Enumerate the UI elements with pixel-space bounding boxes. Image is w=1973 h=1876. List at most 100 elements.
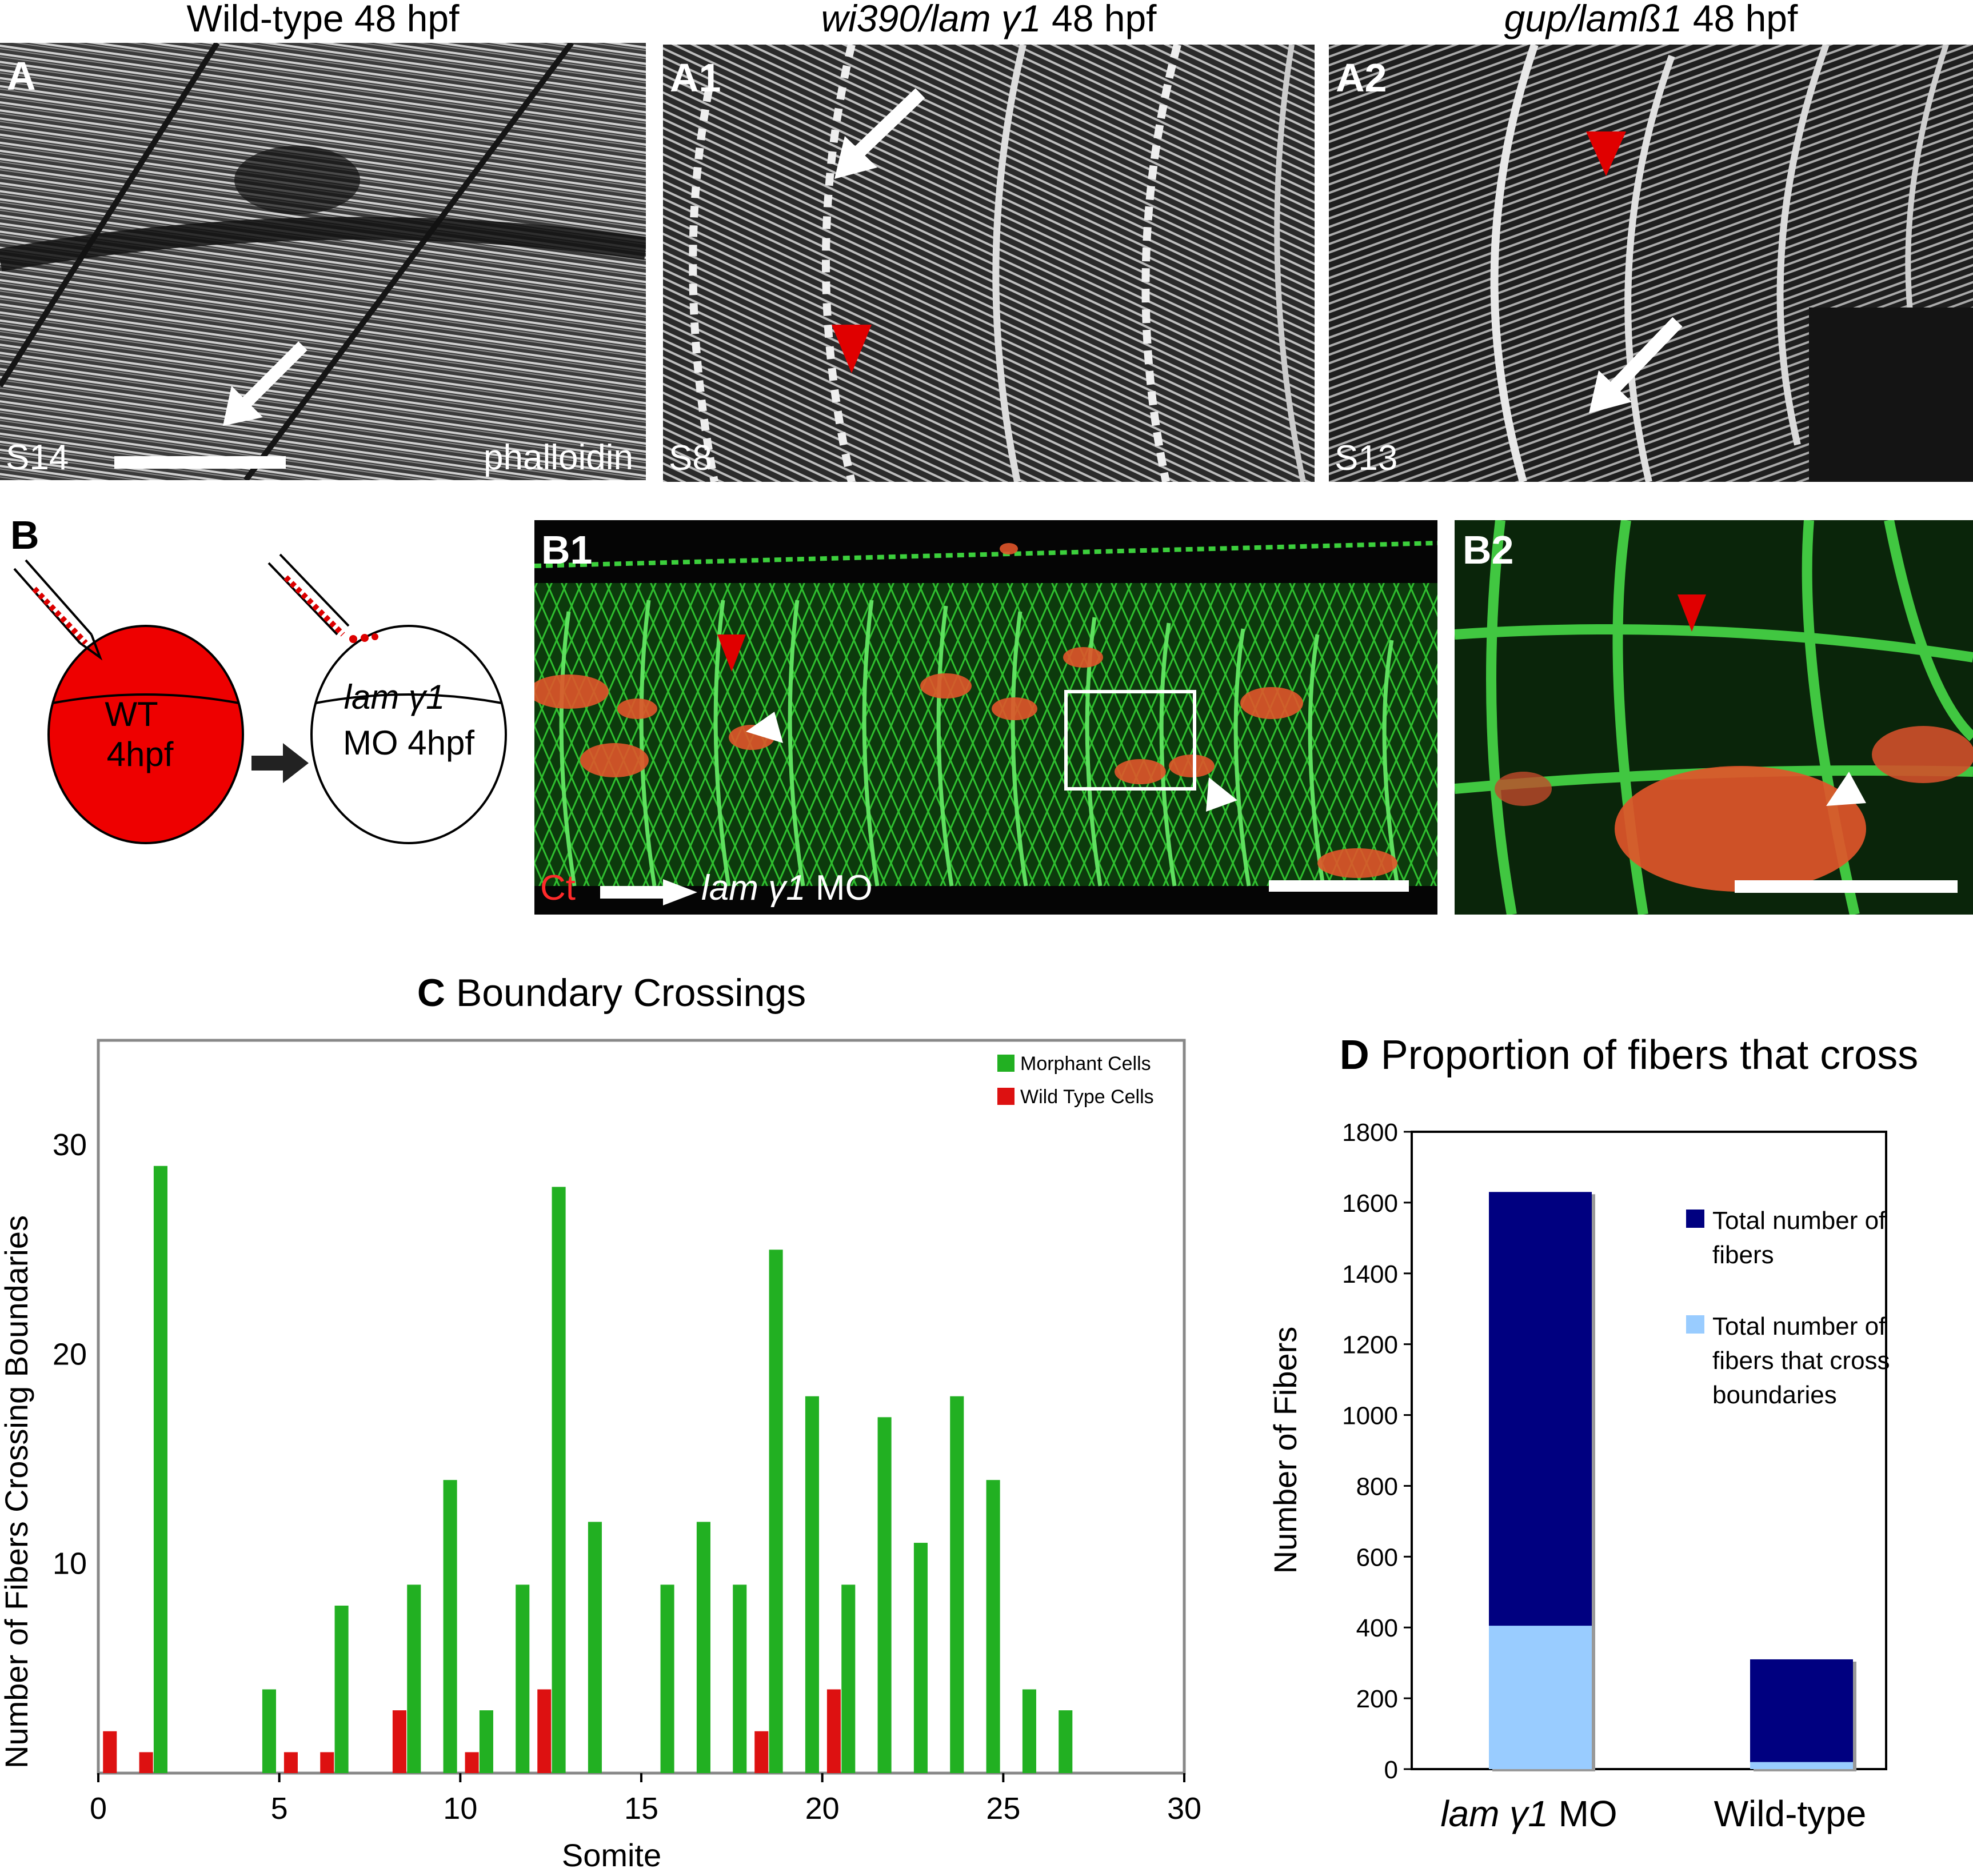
mo-embryo [310,625,507,844]
bar-morphant [588,1522,602,1773]
muscle-fibers-lamb1-mutant [1329,45,1973,482]
y-tick-label: 1600 [1342,1190,1398,1218]
zoom-box [1064,690,1196,791]
panel-a2-image: A2 S13 [1329,45,1973,482]
panel-a-label: A [7,54,36,98]
x-category-label: lam γ1 MO [1440,1793,1617,1834]
b2-fluorescence-zoom [1455,520,1973,915]
bar-morphant [805,1396,819,1773]
bar-morphant [516,1584,530,1773]
chart-c-xlabel: Somite [562,1837,661,1873]
y-tick-label: 400 [1356,1614,1398,1642]
panel-a1-title-italic: wi390/lam γ1 [821,0,1041,39]
white-arrowhead-icon [1206,777,1237,812]
chart-d-ylabel: Number of Fibers [1267,1327,1303,1574]
y-tick-label: 600 [1356,1543,1398,1571]
red-arrowhead-icon [1678,594,1706,632]
stain-label: phalloidin [484,438,633,477]
panel-b2-label: B2 [1463,528,1514,572]
bar-morphant [1022,1689,1036,1773]
bar-morphant [841,1584,856,1773]
panel-a1-title-rest: 48 hpf [1041,0,1157,39]
bar-morphant [986,1480,1000,1773]
y-tick-label: 200 [1356,1685,1398,1713]
bar-crossing-fibers [1489,1626,1592,1769]
bar-morphant [1059,1710,1073,1773]
panel-a2-label: A2 [1336,55,1387,100]
ct-label: Ct [540,868,576,908]
y-tick-label: 1000 [1342,1402,1398,1430]
x-category-italic: lam γ1 [1440,1793,1548,1834]
y-tick-label: 1200 [1342,1331,1398,1359]
chart-d-title: D Proportion of fibers that cross [1340,1032,1918,1078]
chart-c-plot-area [97,1039,1186,1775]
legend-swatch [1686,1210,1704,1228]
bar-morphant [407,1584,421,1773]
red-arrowhead-icon [717,634,746,672]
x-tick-label: 10 [443,1791,477,1826]
panel-a-image: A S14 phalloidin [0,43,646,480]
legend-label: Wild Type Cells [1020,1086,1154,1108]
mo-target-label: lam γ1 MO [701,868,873,908]
b1-fluorescence [534,541,1437,905]
bar-wildtype [103,1731,117,1773]
muscle-fibers-wildtype [0,43,646,480]
bar-wildtype [537,1689,552,1773]
white-arrow-icon [834,88,925,179]
bar-morphant [733,1584,747,1773]
bar-morphant [153,1165,167,1773]
red-arrowhead-icon [1586,131,1626,176]
wt-embryo [47,625,244,844]
bar-morphant [696,1522,710,1773]
mo-embryo-label: lam γ1 [344,678,445,716]
x-category-suffix: MO [1548,1793,1617,1834]
bar-wildtype [826,1689,841,1773]
bar-morphant [950,1396,964,1773]
somite-label-a: S14 [6,438,69,477]
chart-d-title-text: Proportion of fibers that cross [1381,1032,1918,1078]
panel-b-label: B [10,513,39,557]
x-tick-label: 20 [805,1791,840,1826]
legend-swatch [997,1088,1015,1105]
scale-bar-b1 [1269,880,1409,892]
bar-morphant [443,1480,457,1773]
bar-wildtype [754,1731,769,1773]
chart-d-legend: Total number of fibers Total number of fibe… [1686,1207,1890,1409]
white-arrow-icon [1589,317,1683,413]
bar-morphant [334,1605,349,1773]
chart-c: C Boundary Crossings 0 5 10 15 20 25 30102030 … [0,971,1201,1873]
y-tick-label: 30 [53,1128,87,1162]
y-tick-label: 1400 [1342,1260,1398,1288]
bar-morphant [913,1543,928,1773]
bar-morphant [660,1584,674,1773]
legend-label: Total number of [1712,1207,1886,1235]
x-tick-label: 30 [1167,1791,1201,1826]
legend-swatch [1686,1315,1704,1334]
white-arrowhead-icon [1826,772,1866,806]
chart-c-title: C Boundary Crossings [417,971,806,1015]
bar-morphant [479,1710,493,1773]
panel-b1-image: B1 Ct lam γ1 MO [534,520,1437,915]
somite-label-a2: S13 [1335,438,1398,478]
chart-d: D Proportion of fibers that cross 0 200 40… [1267,1032,1918,1834]
chart-c-panel-letter: C [417,971,456,1015]
bar-morphant [877,1417,892,1773]
x-tick-label: 15 [624,1791,658,1826]
bar-total-fibers [1750,1659,1853,1769]
wt-stage-label: 4hpf [107,735,174,773]
muscle-fibers-lamg1-mutant [663,45,1315,482]
legend-label: fibers that cross [1712,1347,1890,1375]
bar-wildtype [139,1752,153,1773]
y-tick-label: 800 [1356,1472,1398,1500]
legend-swatch [997,1055,1015,1072]
bar-wildtype [392,1710,406,1773]
chart-c-legend: Morphant Cells Wild Type Cells [997,1053,1154,1108]
injection-needle-icon [267,553,378,643]
panel-a2-title-italic: gup/lamß1 [1504,0,1683,39]
panel-b1-label: B1 [541,528,593,572]
scale-bar-a [114,456,286,469]
panel-a-title: Wild-type 48 hpf [186,0,460,39]
scale-bar-b2 [1735,880,1958,893]
legend-label: Morphant Cells [1020,1053,1151,1075]
mo-target-suffix: MO [805,868,873,908]
